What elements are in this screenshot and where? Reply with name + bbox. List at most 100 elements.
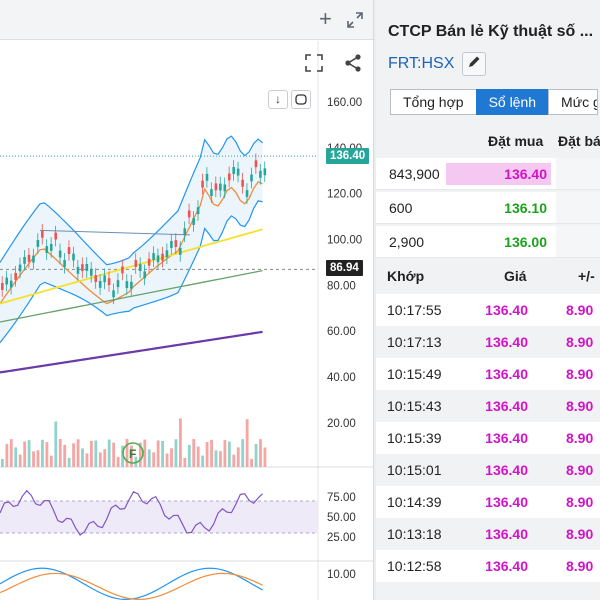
candle-body: [183, 228, 187, 236]
chart-toolbar: +: [0, 0, 373, 40]
plus-icon[interactable]: +: [319, 6, 332, 31]
tab-bar: Tổng hợp Sổ lệnh Mức g: [390, 89, 599, 115]
candle-body: [18, 264, 22, 272]
volume-bar: [107, 439, 111, 467]
trade-change: 8.90: [566, 302, 594, 318]
candle-body: [174, 240, 178, 247]
volume-bar: [174, 439, 178, 467]
volume-bar: [245, 419, 249, 467]
volume-bar: [263, 447, 267, 467]
candle-body: [121, 266, 124, 274]
volume-bar: [214, 450, 218, 467]
macd-axis-label: 10.00: [327, 569, 356, 581]
rsi-axis-label: 25.00: [327, 532, 356, 544]
bid-price[interactable]: 136.00: [504, 234, 547, 250]
volume-bar: [27, 440, 31, 467]
bid-price[interactable]: 136.10: [504, 200, 547, 216]
trade-time: 10:17:55: [387, 302, 442, 318]
trades-header: Khớp Giá +/-: [376, 259, 600, 293]
candle-body: [250, 174, 253, 182]
volume-bar: [63, 444, 67, 467]
trade-row: 10:15:01 136.40 8.90: [376, 454, 600, 486]
trade-change: 8.90: [566, 398, 594, 414]
volume-bar: [227, 441, 231, 467]
trade-time: 10:14:39: [387, 494, 442, 510]
candle-body: [134, 260, 138, 267]
buy-column-header: Đặt mua: [488, 133, 544, 149]
price-axis-label: 160.00: [327, 97, 362, 109]
volume-bar: [241, 439, 245, 467]
bid-price[interactable]: 136.40: [446, 163, 551, 185]
volume-bar: [156, 440, 160, 467]
edit-ticker-button[interactable]: [462, 52, 486, 76]
rsi-band: [0, 501, 318, 533]
chart-area[interactable]: 160.00140.00120.00100.0080.0060.0040.002…: [0, 41, 374, 600]
tab-summary[interactable]: Tổng hợp: [390, 89, 477, 115]
ma-yellow-line: [0, 228, 263, 305]
last-price-tag: 136.40: [326, 148, 370, 164]
volume-bar: [85, 453, 89, 467]
trade-time: 10:15:39: [387, 430, 442, 446]
fullscreen-icon[interactable]: [304, 53, 324, 77]
candle-body: [112, 290, 115, 298]
price-chart[interactable]: 160.00140.00120.00100.0080.0060.0040.002…: [0, 41, 374, 600]
candle-body: [210, 189, 213, 197]
trade-price: 136.40: [485, 366, 528, 382]
candle-body: [63, 259, 66, 267]
sell-column-header: Đặt bá: [558, 133, 600, 149]
candle-body: [205, 173, 209, 181]
candle-body: [54, 232, 57, 240]
order-book-row: 843,900 136.40: [376, 158, 600, 190]
order-book-row: 600 136.10: [376, 192, 600, 224]
tab-order-book[interactable]: Sổ lệnh: [475, 89, 550, 115]
volume-bar: [112, 442, 116, 467]
share-icon[interactable]: [343, 53, 363, 77]
volume-bar: [49, 455, 53, 467]
time-column-header: Khớp: [387, 268, 425, 284]
volume-bar: [138, 442, 142, 467]
order-book-header: Đặt mua Đặt bá: [376, 128, 600, 156]
volume-bar: [18, 454, 22, 467]
trade-row: 10:15:43 136.40 8.90: [376, 390, 600, 422]
trade-price: 136.40: [485, 526, 528, 542]
rsi-axis-label: 75.00: [327, 492, 356, 504]
candle-body: [58, 250, 62, 258]
candle-body: [98, 280, 102, 288]
volume-bar: [9, 439, 13, 467]
pencil-icon: [467, 55, 481, 74]
ticker-symbol[interactable]: FRT:HSX: [388, 55, 455, 72]
download-arrow-icon[interactable]: ↓: [268, 90, 288, 109]
volume-bar: [54, 421, 58, 467]
change-column-header: +/-: [578, 268, 595, 284]
volume-bar: [236, 447, 240, 467]
candle-body: [147, 258, 151, 266]
candle-body: [1, 283, 4, 290]
volume-bar: [76, 439, 80, 467]
candle-body: [94, 275, 98, 282]
reset-icon[interactable]: [291, 90, 311, 109]
candle-body: [116, 280, 120, 288]
candle-body: [192, 218, 195, 225]
trade-price: 136.40: [485, 494, 528, 510]
candle-body: [67, 247, 71, 254]
ask-cell: [556, 192, 600, 223]
volume-bar: [90, 440, 93, 467]
candle-body: [254, 160, 258, 168]
candle-body: [227, 173, 231, 181]
volume-bar: [1, 459, 4, 467]
volume-bar: [5, 444, 9, 467]
candle-body: [14, 272, 17, 280]
volume-bar: [223, 440, 227, 467]
ma-green-line: [0, 269, 263, 323]
trade-change: 8.90: [566, 558, 594, 574]
expand-arrows-icon[interactable]: [346, 11, 364, 33]
order-book-row: 2,900 136.00: [376, 226, 600, 258]
macd-signal-line: [0, 572, 263, 600]
price-axis-label: 20.00: [327, 418, 356, 430]
trade-change: 8.90: [566, 430, 594, 446]
volume-bar: [81, 448, 84, 467]
candle-body: [223, 184, 227, 192]
candle-body: [36, 240, 40, 247]
tab-price-levels[interactable]: Mức g: [548, 89, 599, 115]
candle-body: [72, 253, 75, 261]
